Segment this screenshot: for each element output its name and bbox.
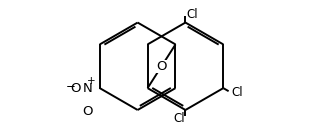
Text: −: − [66,80,76,93]
Text: Cl: Cl [186,8,198,21]
Text: O: O [70,82,81,95]
Text: N: N [82,82,92,95]
Text: O: O [82,105,93,118]
Text: O: O [156,60,167,73]
Text: Cl: Cl [231,86,243,99]
Text: +: + [87,76,95,86]
Text: Cl: Cl [173,112,185,125]
